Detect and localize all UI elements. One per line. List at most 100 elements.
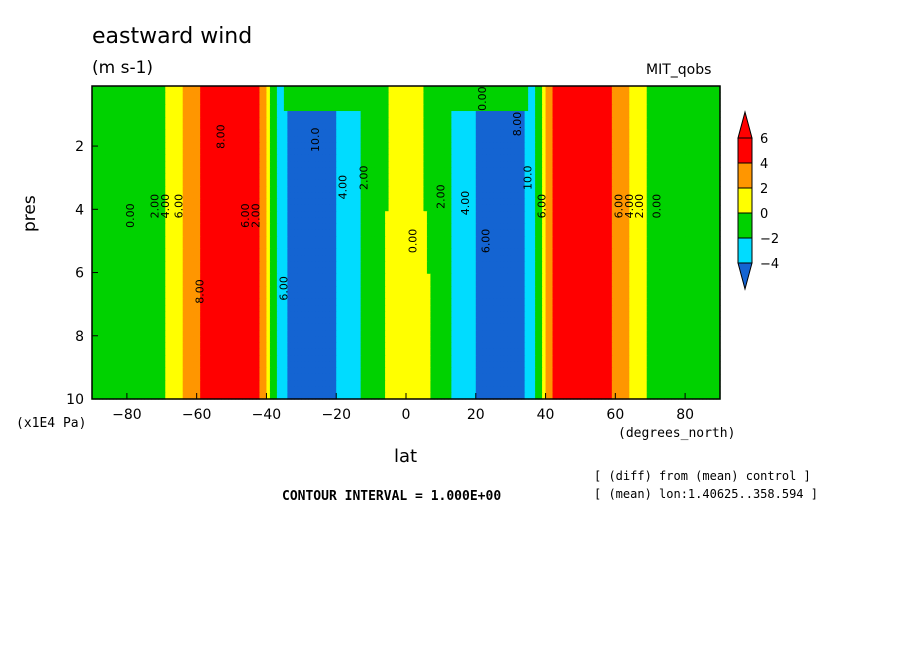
field-cell [423, 148, 428, 156]
field-cell [447, 148, 452, 156]
field-cell [325, 167, 330, 175]
field-cell [406, 123, 411, 131]
field-cell [604, 142, 609, 150]
field-cell [262, 117, 268, 125]
field-cell [521, 142, 526, 150]
field-cell [395, 204, 400, 212]
field-cell [193, 86, 198, 93]
field-cell [524, 148, 529, 156]
field-cell [228, 223, 233, 231]
field-cell [374, 198, 379, 206]
field-cell [193, 148, 198, 156]
field-cell [262, 223, 268, 231]
field-cell [486, 104, 491, 112]
field-cell [699, 123, 704, 131]
field-cell [259, 217, 264, 225]
field-cell [437, 198, 442, 206]
field-cell [231, 142, 236, 150]
field-cell [402, 111, 407, 118]
field-cell [336, 136, 341, 143]
field-cell [273, 117, 278, 125]
field-cell [671, 173, 676, 181]
field-cell [381, 217, 386, 225]
field-cell [179, 161, 184, 168]
field-cell [315, 198, 320, 206]
field-cell [674, 104, 679, 112]
field-cell [406, 248, 411, 256]
field-cell [594, 148, 599, 156]
field-cell [329, 186, 334, 194]
field-cell [496, 173, 501, 181]
field-cell [702, 186, 707, 194]
field-cell [130, 198, 135, 206]
field-cell [179, 179, 184, 187]
field-cell [500, 136, 505, 143]
field-cell [374, 242, 379, 250]
field-cell [126, 142, 131, 150]
field-cell [664, 154, 669, 162]
field-cell [336, 192, 341, 200]
field-cell [126, 173, 131, 181]
field-cell [210, 86, 215, 93]
field-cell [252, 229, 257, 237]
field-cell [92, 111, 97, 118]
field-cell [315, 98, 320, 106]
field-cell [444, 98, 449, 106]
field-cell [479, 204, 484, 212]
field-cell [468, 242, 473, 250]
field-cell [552, 104, 557, 112]
field-cell [318, 173, 323, 181]
field-cell [601, 223, 606, 231]
field-cell [468, 86, 473, 93]
field-cell [468, 123, 473, 131]
field-cell [430, 136, 435, 143]
field-cell [660, 217, 665, 225]
field-cell [98, 173, 104, 181]
field-cell [259, 129, 264, 137]
field-cell [472, 211, 477, 219]
field-cell [343, 204, 348, 212]
field-cell [618, 104, 623, 112]
field-cell [678, 129, 683, 137]
field-cell [231, 248, 236, 256]
field-cell [601, 92, 606, 100]
field-cell [350, 129, 355, 137]
field-cell [500, 154, 505, 162]
field-cell [235, 217, 240, 225]
field-cell [660, 236, 665, 244]
field-cell [706, 142, 711, 150]
field-cell [493, 236, 498, 244]
field-cell [238, 154, 243, 162]
field-cell [685, 92, 690, 100]
field-cell [618, 192, 623, 200]
field-cell [524, 117, 529, 125]
field-cell [161, 92, 166, 100]
field-cell [549, 86, 554, 93]
field-cell [172, 211, 177, 219]
field-cell [632, 129, 637, 137]
field-cell [210, 255, 215, 262]
field-cell [329, 229, 334, 237]
field-cell [388, 129, 393, 137]
field-cell [629, 236, 634, 244]
field-cell [430, 104, 435, 112]
field-cell [433, 123, 438, 131]
field-cell [580, 179, 585, 187]
field-cell [601, 173, 606, 181]
field-cell [426, 98, 432, 106]
field-cell [290, 129, 295, 137]
field-cell [297, 255, 302, 262]
field-cell [451, 117, 456, 125]
field-cell [381, 179, 386, 187]
field-cell [266, 236, 271, 244]
field-cell [168, 104, 173, 112]
field-cell [332, 242, 337, 250]
field-cell [500, 173, 505, 181]
field-cell [388, 123, 393, 131]
field-cell [165, 186, 170, 194]
field-cell [622, 98, 627, 106]
field-cell [510, 229, 515, 237]
field-cell [688, 229, 693, 237]
field-cell [402, 236, 407, 244]
field-cell [587, 242, 592, 250]
